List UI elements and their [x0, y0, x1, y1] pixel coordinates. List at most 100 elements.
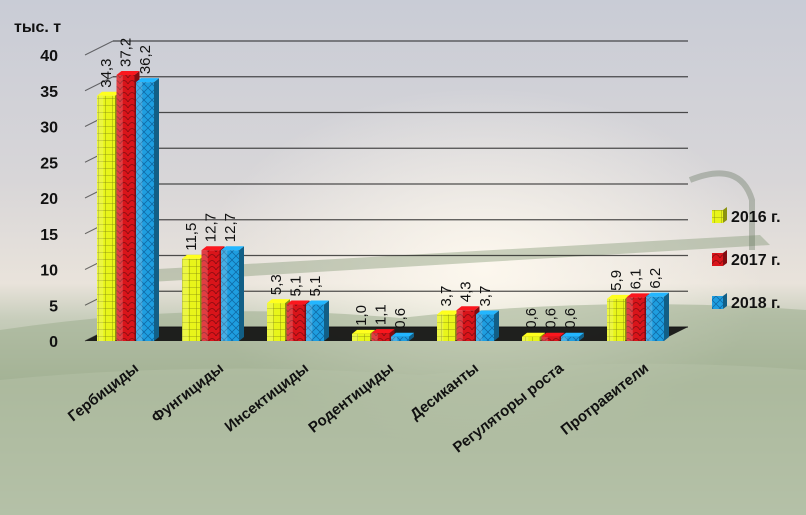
- bar: [221, 246, 244, 341]
- gridline-side: [84, 76, 114, 92]
- legend-swatch-side: [723, 207, 727, 223]
- legend-item: 2017 г.: [712, 250, 781, 269]
- y-tick-label: 40: [40, 48, 58, 65]
- bar-top: [561, 332, 584, 337]
- data-label: 11,5: [183, 223, 200, 251]
- data-label: 1,1: [373, 304, 390, 325]
- bar-top: [221, 246, 244, 251]
- bar: [626, 293, 650, 341]
- bar-texture: [646, 296, 664, 341]
- bar-top: [391, 332, 414, 337]
- data-label: 6,2: [647, 268, 664, 289]
- y-axis-label: тыс. т: [14, 19, 61, 36]
- bar: [371, 329, 395, 341]
- data-label: 5,1: [288, 276, 305, 297]
- bar-texture: [371, 333, 390, 341]
- legend-item: 2018 г.: [712, 293, 781, 312]
- data-label: 0,6: [392, 308, 409, 329]
- bar-top: [201, 246, 225, 251]
- legend-label: 2016 г.: [731, 209, 781, 226]
- bar-texture: [201, 250, 220, 341]
- bar-highlight: [476, 314, 483, 341]
- bar-highlight: [456, 310, 463, 341]
- bar-highlight: [561, 336, 568, 341]
- bar-highlight: [306, 304, 313, 341]
- legend-swatch-texture: [712, 296, 723, 309]
- y-tick-label: 5: [49, 298, 58, 315]
- bar-highlight: [437, 314, 444, 341]
- bar: [522, 332, 545, 341]
- bar-texture: [437, 314, 455, 341]
- data-label: 0,6: [562, 308, 579, 329]
- bar-top: [607, 294, 630, 299]
- bar-top: [116, 71, 140, 76]
- y-tick-label: 10: [40, 263, 58, 280]
- bar-side: [324, 300, 329, 341]
- bar-highlight: [201, 250, 208, 341]
- bar-texture: [561, 336, 579, 341]
- data-label: 4,3: [458, 281, 475, 302]
- bar-top: [136, 78, 159, 83]
- data-label: 3,7: [477, 286, 494, 307]
- legend: 2016 г. 2017 г. 2018 г.: [712, 207, 781, 312]
- bar-highlight: [522, 336, 529, 341]
- bar-side: [494, 310, 499, 341]
- bar-highlight: [116, 75, 123, 342]
- bar-highlight: [352, 333, 359, 341]
- data-label: 12,7: [222, 213, 239, 242]
- bar-texture: [541, 336, 560, 341]
- bar-side: [409, 332, 414, 341]
- data-label: 5,3: [268, 274, 285, 295]
- data-label: 5,9: [608, 270, 625, 291]
- bar-top: [286, 300, 310, 305]
- bar: [391, 332, 414, 341]
- bar-top: [541, 332, 565, 337]
- legend-label: 2017 г.: [731, 252, 781, 269]
- bar-top: [182, 254, 205, 259]
- bar-texture: [116, 75, 135, 342]
- bar-highlight: [626, 297, 633, 341]
- bar: [306, 300, 329, 341]
- bar-highlight: [371, 333, 378, 341]
- bar-texture: [136, 82, 154, 342]
- bar-texture: [626, 297, 645, 341]
- bar-highlight: [221, 250, 228, 341]
- legend-label: 2018 г.: [731, 295, 781, 312]
- data-label: 37,2: [118, 38, 135, 67]
- bar-highlight: [136, 82, 143, 342]
- bar: [182, 254, 205, 341]
- bar-top: [646, 292, 669, 297]
- data-label: 36,2: [137, 45, 154, 74]
- bar-top: [456, 306, 480, 311]
- y-tick-label: 35: [40, 84, 58, 101]
- bar-texture: [607, 298, 625, 341]
- bar: [286, 300, 310, 341]
- bar-top: [437, 310, 460, 315]
- bar: [561, 332, 584, 341]
- bar-texture: [391, 336, 409, 341]
- data-label: 34,3: [98, 59, 115, 88]
- bar: [136, 78, 159, 342]
- legend-item: 2016 г.: [712, 207, 781, 226]
- data-label: 3,7: [438, 286, 455, 307]
- legend-swatch-side: [723, 293, 727, 309]
- bar: [646, 292, 669, 341]
- bar: [476, 310, 499, 341]
- bars-group: [97, 71, 669, 342]
- bar-texture: [267, 303, 285, 341]
- bar-highlight: [607, 298, 614, 341]
- gridline-side: [84, 40, 114, 56]
- bar-top: [626, 293, 650, 298]
- bar-highlight: [541, 336, 548, 341]
- bar-side: [579, 332, 584, 341]
- bar-top: [352, 329, 375, 334]
- bar-top: [306, 300, 329, 305]
- bar-top: [371, 329, 395, 334]
- bar-texture: [522, 336, 540, 341]
- legend-swatch-side: [723, 250, 727, 266]
- y-axis-ticks: 0 5 10 15 20 25 30 35 40: [40, 48, 58, 351]
- bar-texture: [97, 95, 115, 341]
- data-label: 6,1: [628, 269, 645, 290]
